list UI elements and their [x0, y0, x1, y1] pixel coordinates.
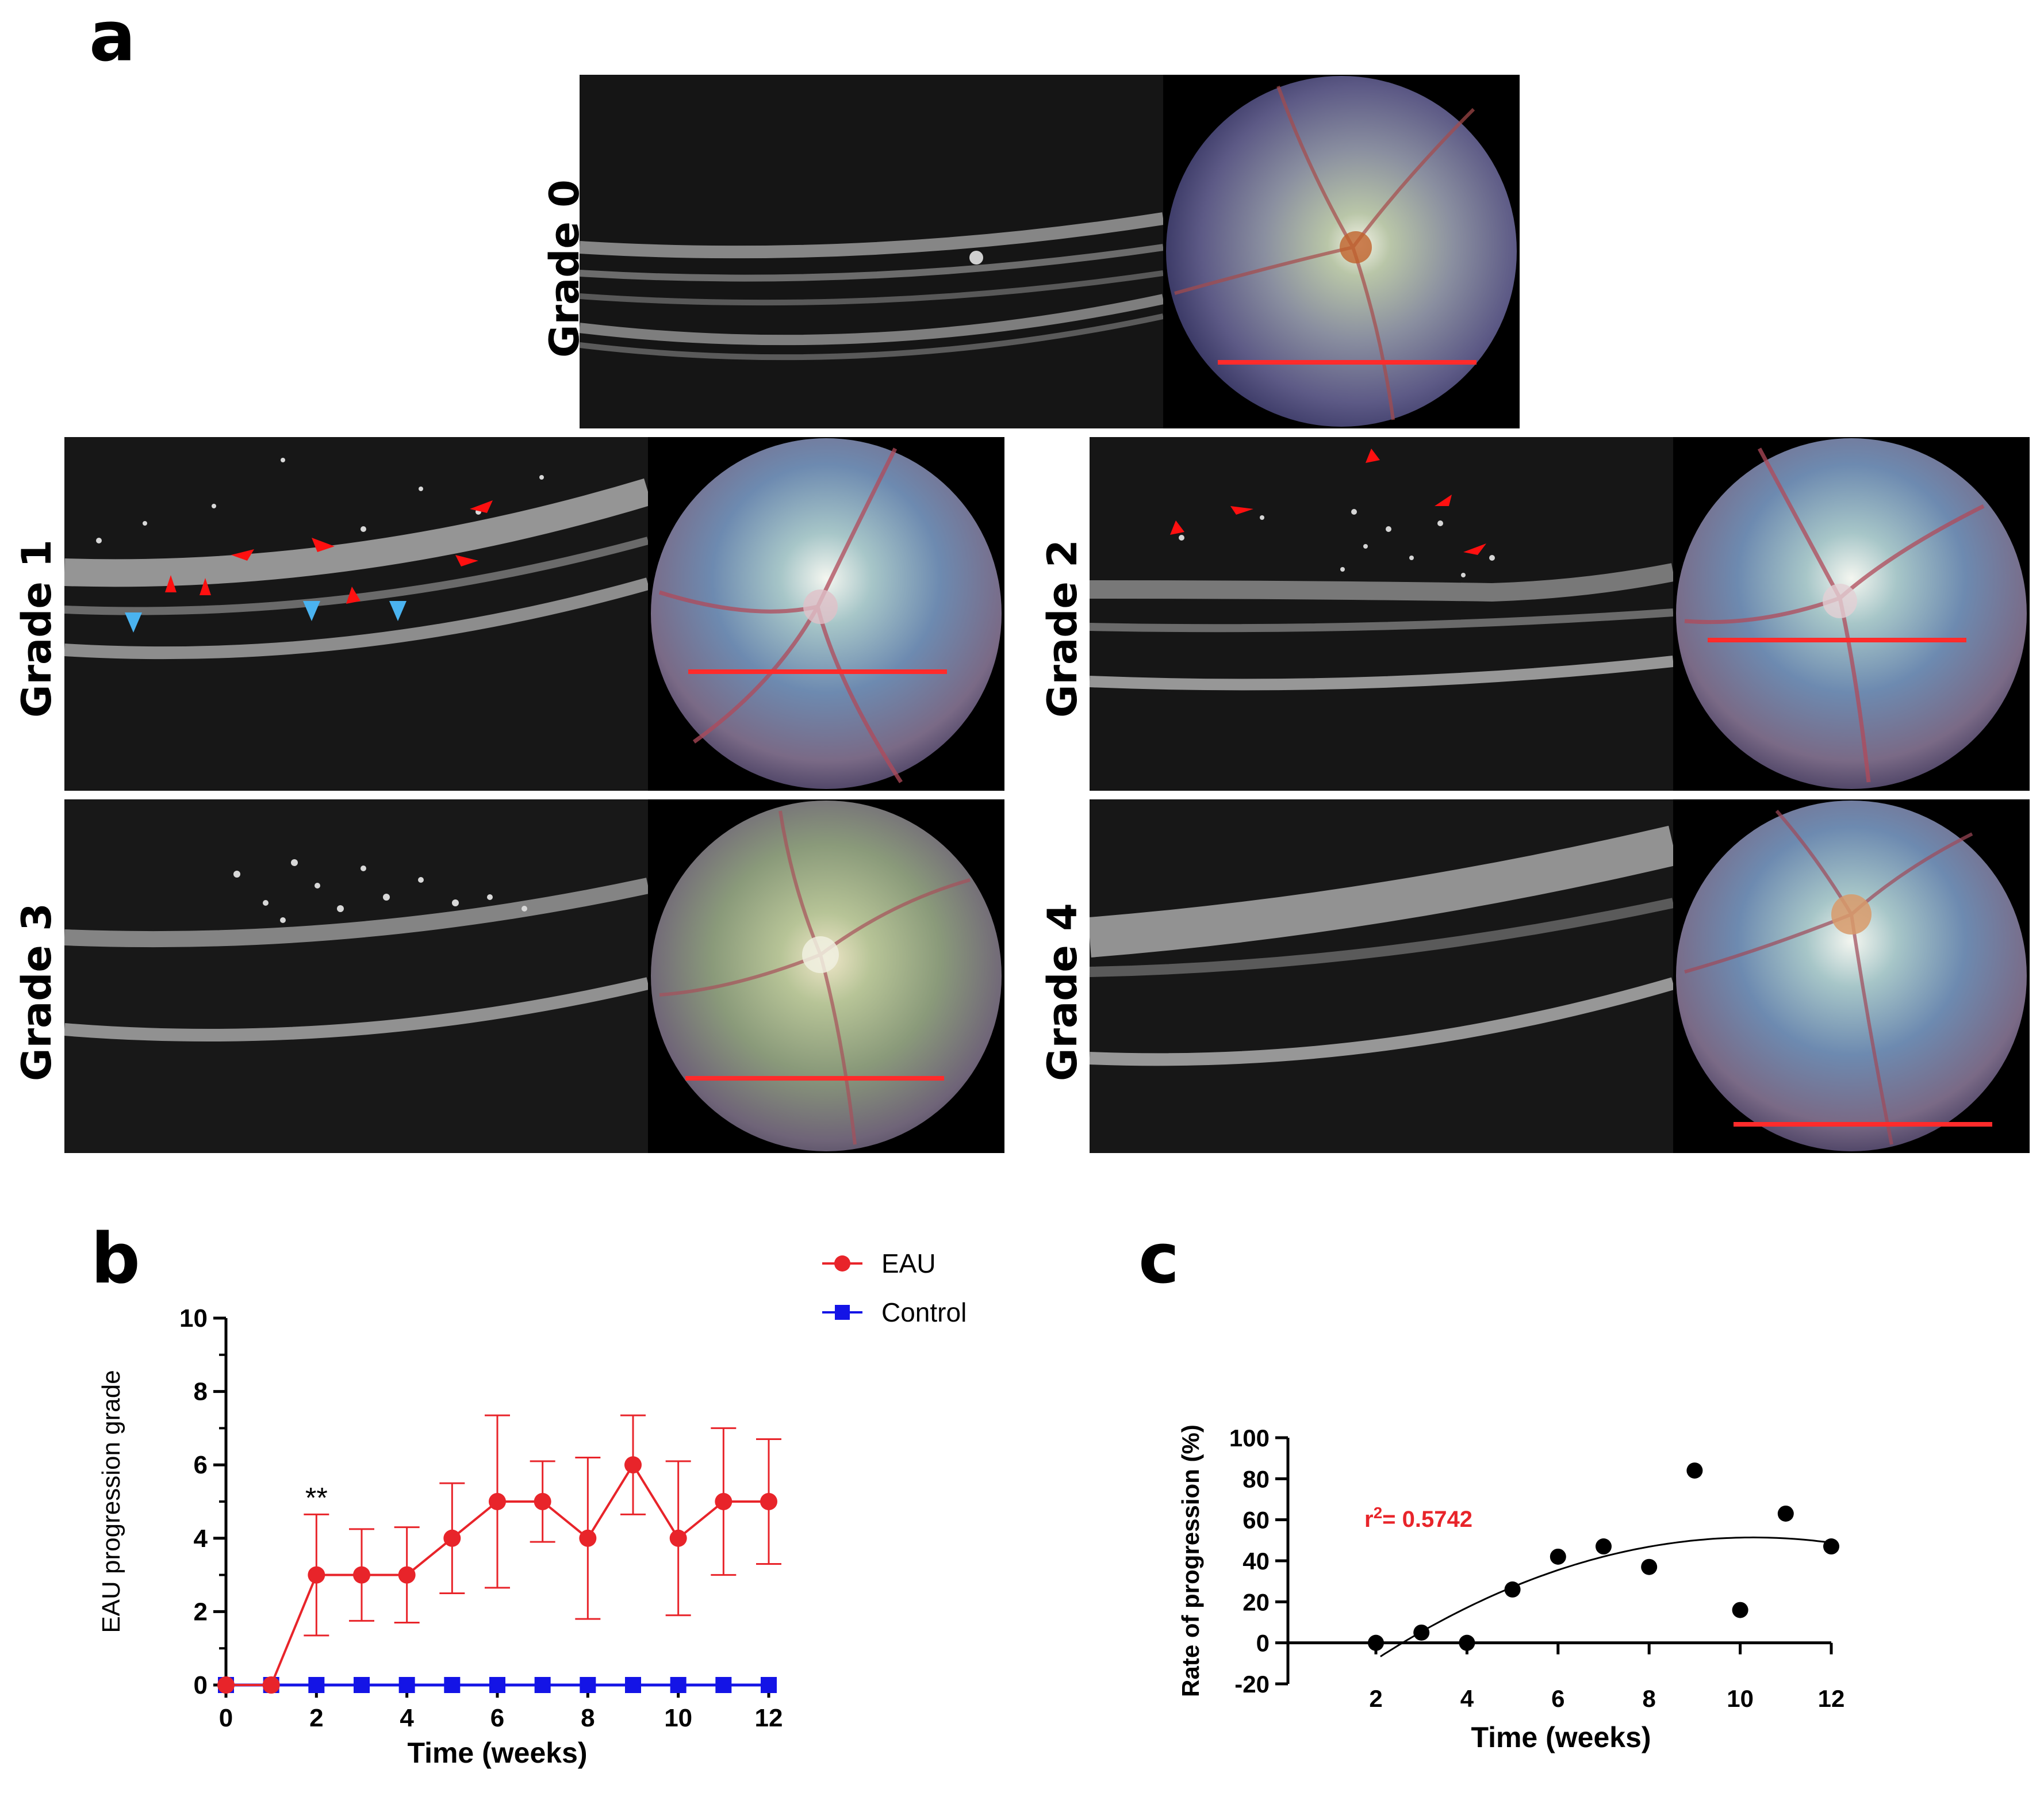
- x-tick-label: 10: [1727, 1685, 1754, 1712]
- x-tick-label: 12: [755, 1704, 783, 1732]
- legend-label-control: Control: [881, 1297, 967, 1327]
- eau-point: [715, 1493, 733, 1510]
- eau-point: [669, 1529, 687, 1547]
- eau-point: [262, 1676, 280, 1694]
- significance-annotation: **: [305, 1481, 328, 1514]
- control-point: [580, 1677, 596, 1693]
- scatter-point: [1550, 1548, 1566, 1565]
- y-tick-label: 8: [194, 1378, 208, 1406]
- x-tick-label: 8: [1643, 1685, 1656, 1712]
- control-point: [534, 1677, 551, 1693]
- fit-curve: [1380, 1536, 1832, 1657]
- grade-label-2: Grade 2: [1039, 539, 1086, 718]
- y-axis-label: Rate of progression (%): [1177, 1424, 1204, 1697]
- y-tick-label: 40: [1242, 1548, 1270, 1575]
- legend-label-eau: EAU: [881, 1249, 936, 1278]
- scatter-point: [1504, 1581, 1521, 1598]
- scatter-point: [1732, 1602, 1748, 1618]
- oct-image-grade-1: [64, 437, 648, 791]
- eau-point: [579, 1529, 597, 1547]
- y-tick-label: 6: [194, 1451, 208, 1479]
- eau-point: [534, 1493, 551, 1510]
- eau-point: [760, 1493, 777, 1510]
- grade-label-3: Grade 3: [13, 903, 60, 1081]
- x-tick-label: 8: [581, 1704, 595, 1732]
- fundus-image-grade-1: [648, 437, 1004, 791]
- control-point: [354, 1677, 370, 1693]
- oct-image-grade-2: [1090, 437, 1673, 791]
- scatter-point: [1459, 1634, 1475, 1651]
- y-tick-label: 80: [1242, 1465, 1270, 1492]
- scatter-point: [1368, 1634, 1384, 1651]
- r-squared-label: r2= 0.5742: [1364, 1504, 1472, 1533]
- eau-point: [398, 1566, 416, 1584]
- oct-image-grade-4: [1090, 799, 1673, 1153]
- x-tick-label: 6: [490, 1704, 504, 1732]
- fundus-image-grade-3: [648, 799, 1004, 1153]
- y-axis-label: EAU progression grade: [97, 1370, 125, 1633]
- control-point: [670, 1677, 687, 1693]
- x-tick-label: 2: [1369, 1685, 1382, 1712]
- y-tick-label: 4: [194, 1525, 208, 1553]
- legend-marker-eau: [834, 1255, 850, 1272]
- y-tick-label: -20: [1234, 1671, 1270, 1698]
- grade-label-4: Grade 4: [1039, 903, 1086, 1081]
- scatter-point: [1641, 1558, 1658, 1575]
- legend-marker-control: [835, 1305, 850, 1320]
- x-tick-label: 10: [664, 1704, 692, 1732]
- eau-point: [443, 1529, 461, 1547]
- control-point: [489, 1677, 505, 1693]
- y-tick-label: 60: [1242, 1507, 1270, 1534]
- eau-point: [353, 1566, 370, 1584]
- scatter-point: [1413, 1624, 1430, 1641]
- panel-letter-c: c: [1138, 1219, 1180, 1299]
- fundus-image-grade-2: [1673, 437, 2030, 791]
- x-tick-label: 4: [400, 1704, 414, 1732]
- scatter-point: [1686, 1462, 1703, 1479]
- x-tick-label: 2: [309, 1704, 323, 1732]
- oct-image-grade-3: [64, 799, 648, 1153]
- panel-letter-a: a: [89, 0, 136, 77]
- control-point: [444, 1677, 461, 1693]
- y-tick-label: 20: [1242, 1588, 1270, 1615]
- oct-image-grade-0: [580, 75, 1163, 428]
- scatter-point: [1596, 1538, 1612, 1555]
- panel-letter-b: b: [91, 1219, 140, 1299]
- x-tick-label: 4: [1460, 1685, 1474, 1712]
- y-tick-label: 0: [194, 1671, 208, 1699]
- y-tick-label: 10: [179, 1304, 208, 1332]
- chart-c: -20 0 20 40 60 80 100 2 4 6 8 10 12 Time (weeks) Rate …: [1177, 1424, 1845, 1753]
- x-tick-label: 12: [1818, 1685, 1845, 1712]
- x-tick-label: 0: [219, 1704, 233, 1732]
- x-axis-label: Time (weeks): [1471, 1721, 1651, 1753]
- control-point: [398, 1677, 415, 1693]
- y-tick-label: 100: [1229, 1424, 1270, 1452]
- control-point: [308, 1677, 325, 1693]
- y-tick-label: 2: [194, 1598, 208, 1626]
- eau-point: [624, 1456, 642, 1474]
- x-axis-label: Time (weeks): [407, 1737, 587, 1769]
- grade-label-1: Grade 1: [13, 539, 60, 718]
- scatter-point: [1777, 1505, 1794, 1522]
- scatter-point: [1823, 1538, 1839, 1555]
- eau-point: [489, 1493, 506, 1510]
- control-point: [761, 1677, 777, 1693]
- fundus-image-grade-4: [1673, 799, 2030, 1153]
- y-tick-label: 0: [1256, 1630, 1270, 1657]
- chart-b: 0 2 4 6 8 10 0 2 4 6 8 10 12 Time (weeks) EAU progress…: [97, 1249, 967, 1769]
- x-tick-label: 6: [1551, 1685, 1564, 1712]
- grade-label-0: Grade 0: [541, 179, 588, 358]
- eau-point: [217, 1676, 235, 1694]
- control-point: [625, 1677, 641, 1693]
- fundus-image-grade-0: [1163, 75, 1520, 428]
- eau-point: [308, 1566, 325, 1584]
- control-point: [715, 1677, 732, 1693]
